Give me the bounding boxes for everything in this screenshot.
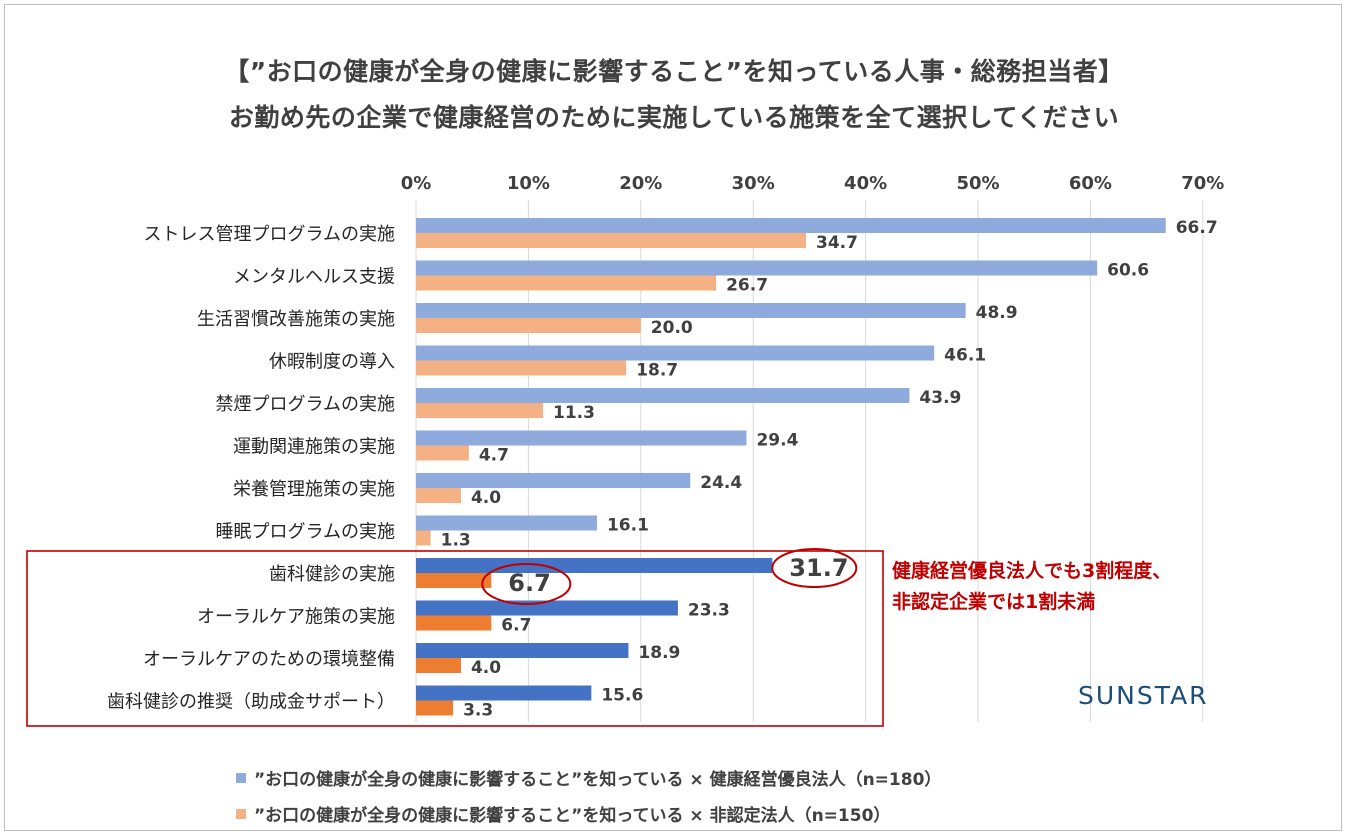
value-label-certified: 15.6: [601, 686, 643, 706]
category-label: 歯科健診の実施: [269, 564, 395, 585]
category-label: 生活習慣改善施策の実施: [197, 309, 395, 330]
value-label-noncertified: 3.3: [463, 701, 493, 721]
bar-certified: [416, 473, 691, 488]
category-label: オーラルケア施策の実施: [197, 607, 395, 628]
bar-certified: [416, 515, 597, 531]
value-label-noncertified: 4.0: [471, 658, 501, 678]
value-label-noncertified: 26.7: [726, 276, 768, 296]
bar-noncertified: [416, 658, 461, 673]
x-tick-label: 30%: [732, 173, 775, 194]
bar-noncertified: [416, 403, 544, 418]
bar-noncertified: [416, 530, 431, 546]
value-label-noncertified: 1.3: [441, 531, 471, 551]
category-label: 禁煙プログラムの実施: [216, 394, 395, 415]
x-tick-label: 20%: [619, 173, 662, 194]
bar-certified: [416, 260, 1098, 276]
category-label: オーラルケアのための環境整備: [143, 649, 395, 670]
annotation-line1: 健康経営優良法人でも3割程度、: [892, 560, 1172, 582]
bar-certified: [416, 303, 966, 318]
category-label: メンタルヘルス支援: [233, 267, 395, 288]
value-label-certified: 29.4: [756, 431, 798, 451]
category-label: 運動関連施策の実施: [233, 437, 395, 458]
category-label: 睡眠プログラムの実施: [216, 522, 395, 543]
highlight-ellipse-certified: [771, 548, 858, 588]
bar-certified: [416, 558, 773, 573]
category-label: 栄養管理施策の実施: [233, 479, 395, 500]
value-label-certified: 18.9: [638, 643, 680, 663]
value-label-noncertified: 20.0: [651, 318, 693, 338]
value-label-noncertified: 18.7: [636, 361, 678, 381]
category-label: 歯科健診の推奨（助成金サポート）: [107, 692, 395, 713]
value-label-certified: 60.6: [1107, 261, 1149, 281]
bar-certified: [416, 430, 747, 446]
value-label-certified: 31.7: [789, 554, 848, 582]
bar-certified: [416, 345, 935, 361]
value-label-certified: 24.4: [700, 473, 742, 493]
bar-noncertified: [416, 615, 492, 631]
highlight-ellipse-noncertified: [481, 563, 572, 605]
legend-swatch-certified: [236, 772, 246, 783]
bar-certified: [416, 643, 629, 658]
annotation-callout: 健康経営優良法人でも3割程度、 非認定企業では1割未満: [892, 556, 1171, 618]
value-label-noncertified: 4.7: [479, 446, 509, 466]
value-label-certified: 16.1: [607, 516, 649, 536]
highlight-box: [26, 550, 884, 727]
x-tick-label: 10%: [507, 173, 550, 194]
category-label: 休暇制度の導入: [269, 352, 395, 373]
bar-noncertified: [416, 318, 641, 333]
value-label-noncertified: 4.0: [471, 488, 501, 508]
bar-certified: [416, 685, 592, 701]
bar-noncertified: [416, 275, 717, 291]
chart-frame: [4, 4, 1342, 831]
value-label-certified: 46.1: [944, 346, 986, 366]
bar-noncertified: [416, 360, 627, 376]
x-tick-label: 0%: [401, 173, 432, 194]
value-label-noncertified: 34.7: [816, 233, 858, 253]
x-tick-label: 40%: [844, 173, 887, 194]
bar-noncertified: [416, 700, 454, 716]
value-label-certified: 43.9: [919, 388, 961, 408]
chart-title-line2: お勤め先の企業で健康経営のために実施している施策を全て選択してください: [228, 103, 1120, 132]
bar-certified: [416, 600, 678, 616]
value-label-noncertified: 11.3: [553, 403, 595, 423]
legend-item-certified: ”お口の健康が全身の健康に影響すること”を知っている × 健康経営優良法人（n=…: [236, 765, 941, 790]
category-label: ストレス管理プログラムの実施: [144, 224, 395, 245]
value-label-certified: 48.9: [976, 303, 1018, 323]
bar-noncertified: [416, 233, 807, 248]
value-label-certified: 23.3: [688, 601, 730, 621]
bar-certified: [416, 388, 910, 403]
legend-label-noncertified: ”お口の健康が全身の健康に影響すること”を知っている × 非認定法人（n=150…: [254, 806, 891, 826]
legend-label-certified: ”お口の健康が全身の健康に影響すること”を知っている × 健康経営優良法人（n=…: [254, 770, 942, 790]
x-tick-label: 60%: [1069, 173, 1112, 194]
legend-swatch-noncertified: [236, 808, 246, 819]
annotation-line2: 非認定企業では1割未満: [892, 591, 1096, 613]
brand-logo: SUNSTAR: [1078, 681, 1209, 710]
bar-noncertified: [416, 445, 469, 461]
bar-noncertified: [416, 488, 461, 503]
legend-item-noncertified: ”お口の健康が全身の健康に影響すること”を知っている × 非認定法人（n=150…: [236, 801, 890, 826]
bar-certified: [416, 218, 1166, 233]
value-label-certified: 66.7: [1176, 218, 1218, 238]
value-label-noncertified: 6.7: [508, 569, 551, 597]
bar-noncertified: [416, 573, 492, 588]
x-tick-label: 70%: [1181, 173, 1224, 194]
chart-title-line1: 【”お口の健康が全身の健康に影響すること”を知っている人事・総務担当者】: [224, 57, 1124, 86]
x-tick-label: 50%: [956, 173, 999, 194]
value-label-noncertified: 6.7: [501, 616, 531, 636]
